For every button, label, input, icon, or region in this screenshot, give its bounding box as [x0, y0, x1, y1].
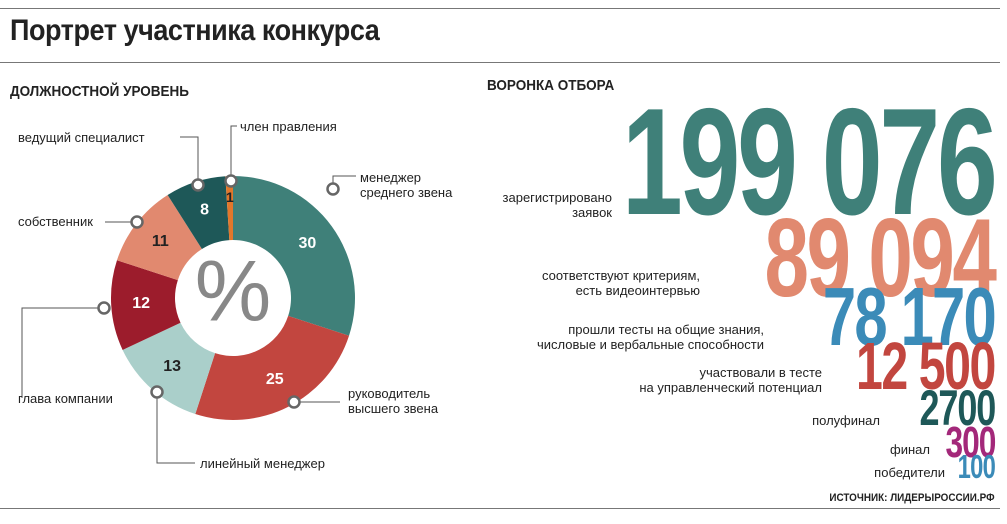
pie-slice [116, 194, 202, 281]
slice-label: член правления [240, 119, 337, 134]
pie-slice [110, 260, 181, 350]
rule [0, 508, 1000, 509]
slice-label: ведущий специалист [18, 130, 145, 145]
slice-value: 13 [163, 358, 181, 375]
leader-dot [150, 385, 164, 399]
leader-dot [287, 395, 301, 409]
funnel-title: ВОРОНКА ОТБОРА [487, 77, 615, 94]
rule [0, 62, 1000, 63]
slice-label: глава компании [18, 391, 113, 406]
funnel-number: 12 500 [856, 329, 996, 404]
slice-label: менеджер среднего звена [360, 170, 453, 200]
funnel-label: полуфинал [812, 413, 880, 428]
leader-dot [130, 215, 144, 229]
slice-value: 11 [152, 233, 169, 250]
slice-value: 1 [226, 189, 234, 205]
center-label: % [195, 244, 271, 340]
pie-slice [122, 322, 216, 415]
funnel-label: победители [874, 465, 945, 480]
funnel-label: соответствуют критериям, есть видеоинтер… [541, 268, 700, 298]
funnel-label: участвовали в тесте на управленческий по… [639, 365, 822, 395]
leader-dot [326, 182, 340, 196]
pie-slice [195, 315, 350, 420]
funnel-number: 100 [957, 448, 995, 485]
source: ИСТОЧНИК: ЛИДЕРЫРОССИИ.РФ [829, 492, 995, 504]
slice-value: 30 [299, 235, 317, 252]
leader-dot [97, 301, 111, 315]
funnel-label: финал [890, 442, 930, 457]
funnel-number: 199 076 [622, 77, 998, 247]
funnel-number: 2700 [919, 380, 996, 436]
slice-label: линейный менеджер [200, 456, 325, 471]
slice-label: собственник [18, 214, 93, 229]
slice-value: 25 [266, 371, 284, 388]
funnel-label: зарегистрировано заявок [502, 190, 612, 220]
leader-dot [191, 178, 205, 192]
rule [0, 8, 1000, 9]
pie-slice [233, 175, 355, 336]
leader-dot [224, 174, 238, 188]
funnel-number: 300 [944, 418, 996, 467]
pie-slice [225, 176, 233, 241]
page-title: Портрет участника конкурса [10, 14, 380, 47]
funnel-label: прошли тесты на общие знания, числовые и… [537, 322, 764, 352]
slice-value: 12 [132, 295, 150, 312]
slice-label: руководитель высшего звена [348, 386, 439, 416]
slice-value: 8 [200, 202, 209, 219]
funnel-number: 89 094 [764, 196, 997, 320]
pie-title: ДОЛЖНОСТНОЙ УРОВЕНЬ [10, 83, 190, 100]
funnel-number: 78 170 [822, 270, 997, 363]
pie-slice [167, 176, 230, 250]
